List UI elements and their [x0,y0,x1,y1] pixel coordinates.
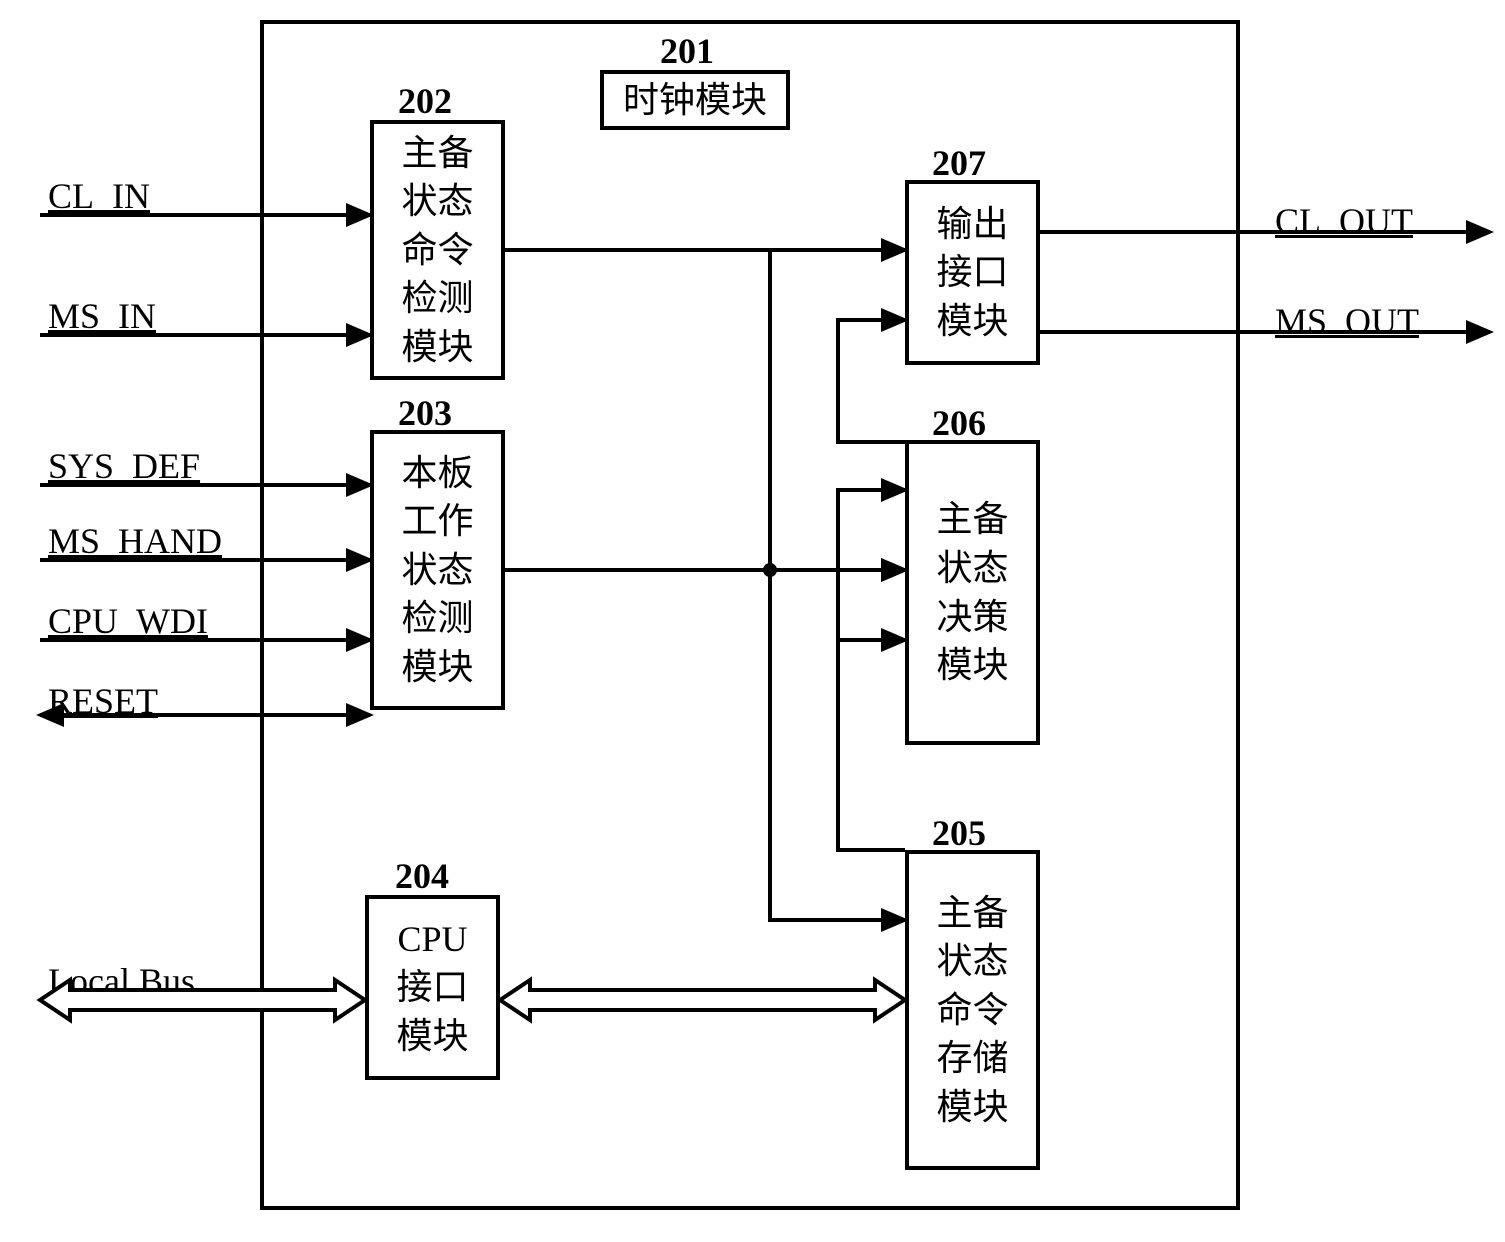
block-label: 输出 接口 模块 [936,200,1008,346]
signal-cpu-wdi: CPU_WDI [48,600,208,642]
signal-sys-def: SYS_DEF [48,445,200,487]
block-board-detect: 本板 工作 状态 检测 模块 [370,430,505,710]
block-clock: 时钟模块 [600,70,790,130]
block-label: CPU 接口 模块 [396,915,468,1061]
block-decision: 主备 状态 决策 模块 [905,440,1040,745]
block-label: 时钟模块 [623,76,767,125]
signal-cl-out: CL_OUT [1275,200,1413,242]
block-label: 主备 状态 命令 检测 模块 [401,129,473,372]
signal-ms-out: MS_OUT [1275,300,1419,342]
signal-cl-in: CL_IN [48,175,150,217]
ref-204: 204 [395,855,449,897]
block-label: 主备 状态 命令 存储 模块 [936,889,1008,1132]
signal-ms-in: MS_IN [48,295,156,337]
ref-205: 205 [932,812,986,854]
signal-local-bus: Local Bus [48,960,195,1002]
block-cpu-interface: CPU 接口 模块 [365,895,500,1080]
ref-202: 202 [398,80,452,122]
block-cmd-detect: 主备 状态 命令 检测 模块 [370,120,505,380]
ref-201: 201 [660,30,714,72]
block-label: 本板 工作 状态 检测 模块 [401,449,473,692]
ref-206: 206 [932,402,986,444]
signal-reset: RESET [48,680,158,722]
ref-203: 203 [398,392,452,434]
block-output-interface: 输出 接口 模块 [905,180,1040,365]
block-label: 主备 状态 决策 模块 [936,495,1008,689]
ref-207: 207 [932,142,986,184]
signal-ms-hand: MS_HAND [48,520,222,562]
block-cmd-storage: 主备 状态 命令 存储 模块 [905,850,1040,1170]
